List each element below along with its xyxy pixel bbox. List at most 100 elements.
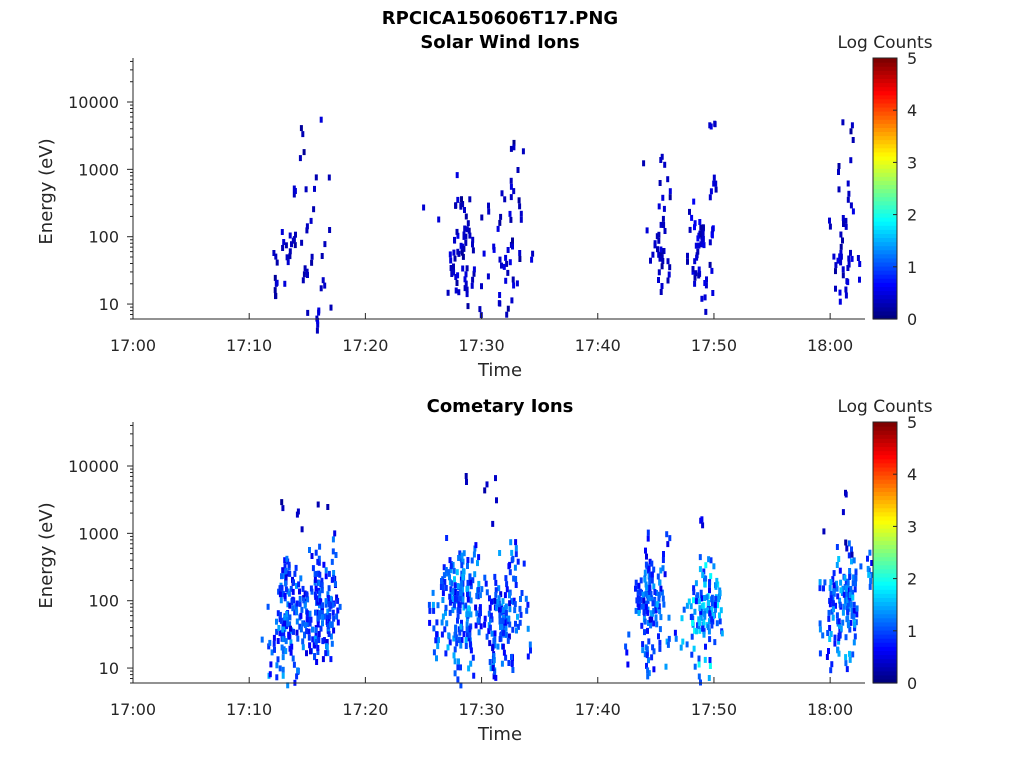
- data-cell: [707, 675, 711, 681]
- data-cell: [316, 621, 320, 628]
- data-cell: [431, 589, 435, 596]
- data-cell: [497, 585, 501, 592]
- data-cell: [844, 491, 848, 498]
- data-cell: [643, 651, 647, 658]
- data-cell: [494, 591, 498, 598]
- colorbar-swatch: [873, 430, 897, 435]
- data-cell: [674, 635, 678, 642]
- data-cell: [453, 646, 457, 653]
- data-cell: [648, 558, 652, 565]
- data-cell: [660, 283, 664, 289]
- data-cell: [452, 635, 456, 642]
- data-cell: [326, 504, 330, 510]
- colorbar-swatch: [873, 221, 897, 226]
- chart-panels: 17:00 17:10 17:20 17:30 17:40 17:50 18:0010100…: [36, 32, 933, 745]
- data-cell: [849, 249, 852, 256]
- data-cell: [849, 128, 853, 135]
- data-cell: [521, 148, 525, 155]
- data-cell: [487, 610, 491, 617]
- data-cell: [464, 602, 468, 609]
- data-cell: [309, 217, 313, 224]
- data-cell: [839, 587, 843, 594]
- data-cell: [511, 667, 515, 673]
- colorbar-swatch: [873, 572, 897, 578]
- data-cell: [707, 628, 711, 635]
- data-cell: [461, 596, 465, 603]
- data-cell: [270, 649, 274, 656]
- colorbar-swatch: [873, 131, 897, 137]
- data-cell: [657, 603, 661, 610]
- data-cell: [698, 219, 702, 225]
- data-cell: [852, 601, 856, 608]
- data-cell: [435, 655, 438, 662]
- data-cell: [837, 163, 841, 169]
- data-cell: [278, 591, 282, 598]
- colorbar-swatch: [873, 462, 897, 468]
- data-cell: [266, 603, 270, 610]
- colorbar-swatch: [873, 515, 897, 521]
- data-cell: [466, 303, 470, 310]
- data-cell: [283, 620, 287, 627]
- data-cell: [868, 583, 872, 590]
- data-cell: [317, 637, 321, 643]
- data-cell: [837, 650, 841, 657]
- data-cell: [478, 306, 482, 313]
- data-cell: [699, 589, 703, 596]
- data-cell: [454, 202, 458, 209]
- data-cell: [295, 511, 299, 518]
- data-cell: [291, 655, 295, 662]
- data-cell: [335, 594, 339, 601]
- data-cell: [285, 254, 289, 261]
- data-cell: [328, 613, 332, 619]
- colorbar-swatch: [873, 519, 897, 525]
- data-cell: [693, 663, 697, 670]
- data-cell: [477, 554, 481, 561]
- data-cell: [493, 668, 497, 675]
- data-cell: [513, 607, 517, 614]
- data-cell: [283, 593, 287, 599]
- data-cell: [456, 590, 460, 597]
- data-cell: [658, 639, 662, 646]
- data-cell: [313, 571, 317, 578]
- data-cell: [708, 606, 712, 612]
- data-cell: [664, 663, 668, 670]
- data-cell: [457, 555, 461, 561]
- data-cell: [298, 600, 302, 607]
- data-cell: [306, 621, 310, 627]
- data-cell: [851, 589, 855, 596]
- data-cell: [659, 246, 663, 253]
- colorbar-swatch: [873, 503, 897, 509]
- data-cell: [327, 174, 331, 181]
- data-cell: [514, 545, 518, 552]
- data-cell: [275, 628, 279, 635]
- data-cell: [656, 246, 659, 253]
- data-cell: [283, 563, 287, 570]
- data-cell: [281, 590, 285, 597]
- data-cell: [505, 586, 509, 593]
- data-cell: [279, 617, 283, 624]
- data-cell: [643, 629, 646, 636]
- data-cell: [298, 155, 302, 162]
- data-cell: [839, 625, 843, 632]
- data-cell: [660, 153, 664, 160]
- data-cell: [510, 598, 514, 605]
- data-cell: [273, 646, 276, 653]
- data-cell: [290, 241, 293, 248]
- data-cell: [646, 529, 650, 536]
- data-cell: [447, 632, 451, 639]
- colorbar-swatch: [873, 62, 897, 67]
- data-cell: [490, 630, 494, 637]
- data-cell: [516, 613, 519, 620]
- data-cell: [446, 289, 450, 296]
- data-cell: [458, 595, 462, 602]
- data-cell: [640, 603, 644, 610]
- data-cell: [503, 619, 507, 626]
- x-tick-label: 18:00: [807, 700, 853, 719]
- data-cell: [316, 598, 320, 605]
- data-cell: [687, 598, 691, 605]
- data-cell: [504, 254, 508, 261]
- data-cell: [466, 631, 469, 638]
- colorbar-tick-label: 2: [907, 206, 917, 225]
- data-cell: [316, 558, 320, 565]
- data-cell: [465, 585, 469, 592]
